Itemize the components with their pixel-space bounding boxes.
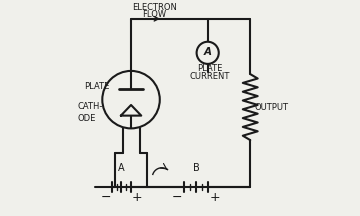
Circle shape xyxy=(197,42,219,64)
Text: B: B xyxy=(193,163,199,173)
Text: A: A xyxy=(118,163,125,173)
Text: A: A xyxy=(204,47,212,57)
Text: CURRENT: CURRENT xyxy=(190,72,230,81)
Text: PLATE: PLATE xyxy=(84,82,109,91)
Text: PLATE: PLATE xyxy=(197,64,222,73)
Text: ELECTRON: ELECTRON xyxy=(132,3,177,11)
Text: CATH-: CATH- xyxy=(78,102,103,111)
Text: FLOW: FLOW xyxy=(143,10,167,19)
Text: +: + xyxy=(132,191,143,204)
Text: +: + xyxy=(210,191,220,204)
Text: OUTPUT: OUTPUT xyxy=(255,103,288,112)
Text: −: − xyxy=(172,191,182,204)
Text: −: − xyxy=(100,191,111,204)
Text: ODE: ODE xyxy=(78,114,96,123)
